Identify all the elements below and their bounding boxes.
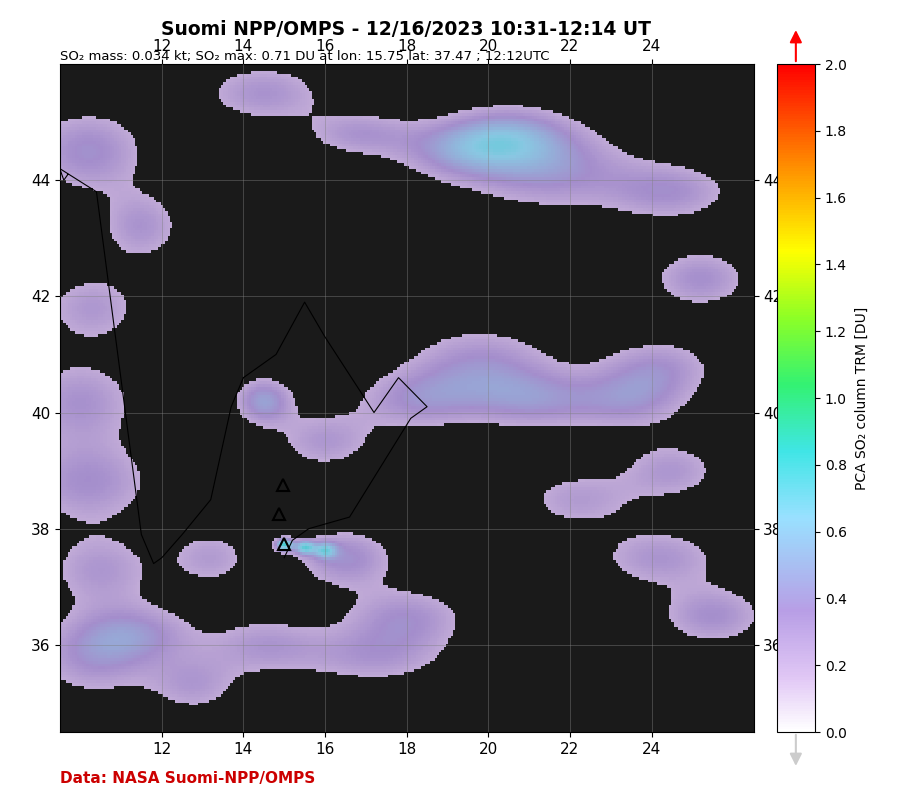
Text: Suomi NPP/OMPS - 12/16/2023 10:31-12:14 UT: Suomi NPP/OMPS - 12/16/2023 10:31-12:14 …: [161, 20, 652, 39]
Y-axis label: PCA SO₂ column TRM [DU]: PCA SO₂ column TRM [DU]: [856, 306, 869, 490]
Text: Data: NASA Suomi-NPP/OMPS: Data: NASA Suomi-NPP/OMPS: [60, 770, 315, 786]
Text: SO₂ mass: 0.034 kt; SO₂ max: 0.71 DU at lon: 15.75 lat: 37.47 ; 12:12UTC: SO₂ mass: 0.034 kt; SO₂ max: 0.71 DU at …: [60, 50, 550, 63]
